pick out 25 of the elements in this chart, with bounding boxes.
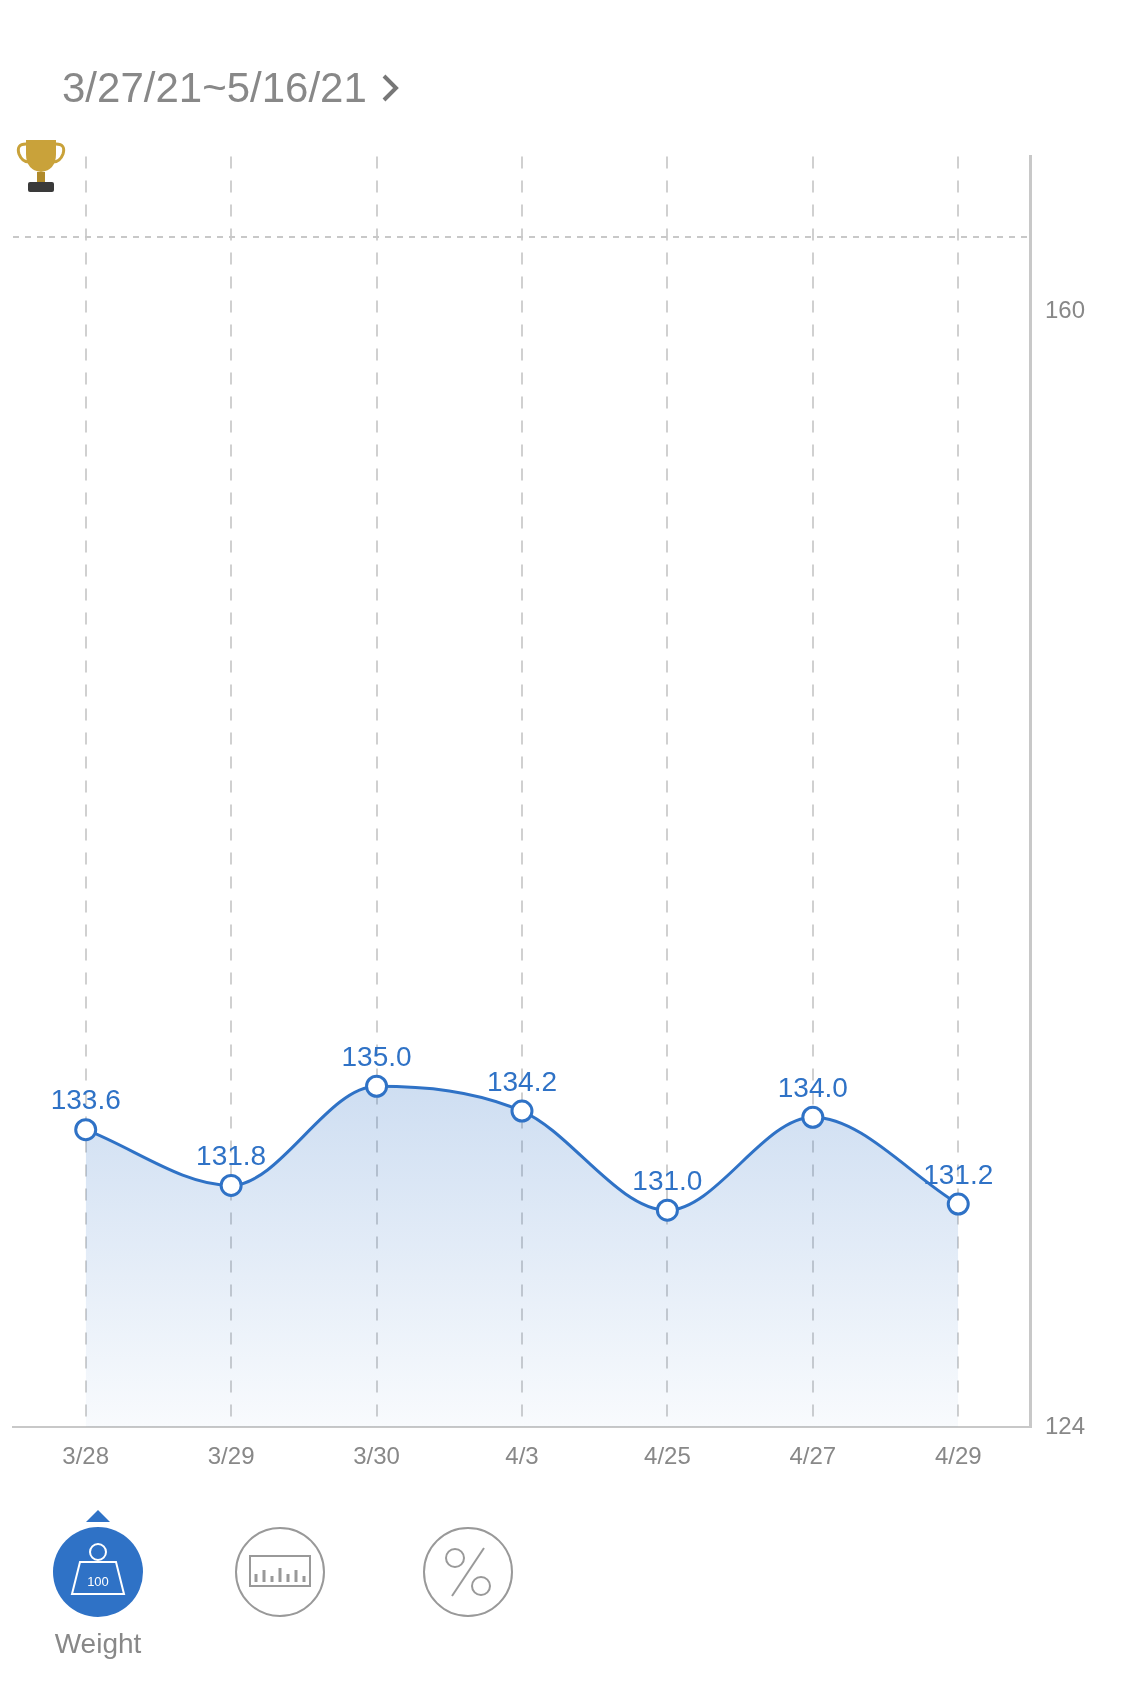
data-label: 134.2 [486,1065,558,1097]
point [510,1099,534,1123]
point [74,1118,98,1142]
data-label: 131.8 [196,1140,267,1172]
x-tick-label: 3/30 [353,1442,400,1470]
point [365,1074,389,1098]
chart-title: 3/27/21~5/16/21 [62,64,367,112]
x-tick-label: 3/28 [62,1442,110,1470]
x-tick-label: 4/29 [934,1442,982,1470]
x-tick-label: 4/3 [505,1442,539,1470]
y-tick-label: 160 [1044,296,1085,323]
point [219,1173,243,1197]
x-tick-label: 4/27 [789,1442,837,1470]
data-label: 133.6 [50,1084,121,1116]
point [946,1192,970,1216]
point [655,1198,679,1222]
y-tick-label: 124 [1044,1411,1085,1439]
x-tick-label: 4/25 [644,1442,691,1470]
data-label: 131.0 [632,1164,703,1196]
data-label: 131.2 [923,1158,994,1190]
text: Weight [54,1628,142,1660]
point [801,1105,825,1129]
data-label: 135.0 [341,1040,412,1072]
data-label: 134.0 [777,1071,848,1103]
x-tick-label: 3/29 [207,1442,255,1470]
